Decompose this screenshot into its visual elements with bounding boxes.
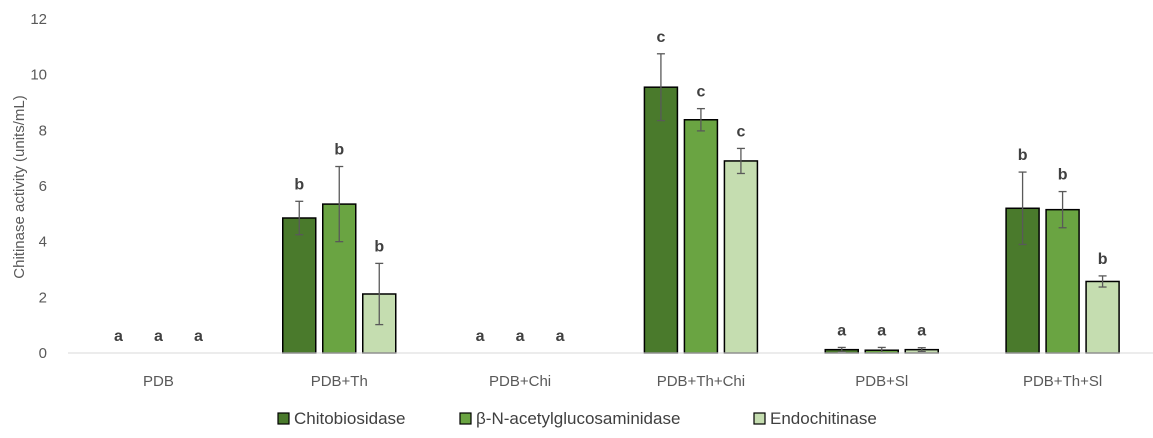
bar xyxy=(1045,208,1080,354)
legend-label: β-N-acetylglucosaminidase xyxy=(476,409,680,428)
significance-letter: b xyxy=(334,142,344,159)
y-tick-label: 2 xyxy=(39,289,47,306)
significance-letter: a xyxy=(194,328,203,345)
significance-letter: b xyxy=(1098,251,1108,268)
bar xyxy=(723,160,759,354)
x-tick-label: PDB xyxy=(143,373,174,390)
significance-letter: c xyxy=(736,123,745,140)
significance-letter: b xyxy=(374,238,384,255)
legend-label: Endochitinase xyxy=(770,409,877,428)
significance-letter: a xyxy=(837,322,846,339)
significance-letter: c xyxy=(696,84,705,101)
legend-swatch xyxy=(459,412,472,425)
y-tick-label: 6 xyxy=(39,178,47,195)
y-tick-label: 10 xyxy=(30,67,47,84)
x-tick-label: PDB+Th+Chi xyxy=(657,373,745,390)
y-tick-label: 0 xyxy=(39,345,47,362)
legend-swatch xyxy=(277,412,290,425)
significance-letter: a xyxy=(154,328,163,345)
significance-letters-layer: a a a b b b a a a c c c a a a b b b xyxy=(114,29,1108,345)
significance-letter: b xyxy=(294,176,304,193)
y-axis-label: Chitinase activity (units/mL) xyxy=(11,95,28,278)
significance-letter: a xyxy=(516,328,525,345)
significance-letter: a xyxy=(114,328,123,345)
bar xyxy=(282,217,317,354)
y-tick-label: 4 xyxy=(39,234,47,251)
error-bars-layer xyxy=(295,53,1107,354)
x-tick-label: PDB+Sl xyxy=(855,373,908,390)
bar xyxy=(683,119,719,354)
significance-letter: c xyxy=(656,29,665,46)
bar xyxy=(1085,280,1120,354)
significance-letter: a xyxy=(476,328,485,345)
y-axis-ticks: 0 2 4 6 8 10 12 xyxy=(30,11,47,362)
bar xyxy=(643,86,679,354)
bars-layer xyxy=(282,86,1120,354)
significance-letter: a xyxy=(877,322,886,339)
x-axis-tick-labels: PDB PDB+Th PDB+Chi PDB+Th+Chi PDB+Sl PDB+Th+S… xyxy=(143,373,1102,390)
y-tick-label: 8 xyxy=(39,122,47,139)
legend-label: Chitobiosidase xyxy=(294,409,406,428)
significance-letter: a xyxy=(917,323,926,340)
significance-letter: b xyxy=(1018,147,1028,164)
x-tick-label: PDB+Chi xyxy=(489,373,551,390)
y-tick-label: 12 xyxy=(30,11,47,28)
significance-letter: a xyxy=(556,328,565,345)
legend: Chitobiosidase β-N-acetylglucosaminidase E… xyxy=(277,409,877,428)
x-tick-label: PDB+Th+Sl xyxy=(1023,373,1102,390)
legend-swatch xyxy=(753,412,766,425)
significance-letter: b xyxy=(1058,167,1068,184)
x-tick-label: PDB+Th xyxy=(311,373,368,390)
